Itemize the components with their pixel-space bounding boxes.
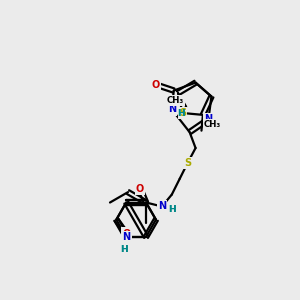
Text: H: H: [168, 205, 176, 214]
Text: CH₃: CH₃: [203, 120, 220, 129]
Text: N: N: [204, 114, 212, 124]
Text: O: O: [136, 184, 144, 194]
Text: N: N: [122, 232, 130, 242]
Text: CH₃: CH₃: [167, 96, 184, 105]
Text: O: O: [152, 80, 160, 90]
Text: N: N: [122, 232, 130, 242]
Text: N: N: [168, 104, 176, 114]
Text: O: O: [136, 184, 144, 194]
Text: H: H: [177, 109, 184, 118]
Text: H: H: [177, 109, 184, 118]
Text: S: S: [179, 108, 186, 118]
Text: H: H: [120, 245, 128, 254]
Text: O: O: [152, 80, 160, 90]
Text: N: N: [158, 202, 166, 212]
Text: N: N: [158, 202, 166, 212]
Text: CH₃: CH₃: [167, 96, 184, 105]
Text: O: O: [122, 229, 130, 238]
Text: H: H: [120, 245, 128, 254]
Text: CH₃: CH₃: [203, 120, 221, 129]
Text: N: N: [168, 104, 176, 114]
Text: O: O: [122, 229, 130, 238]
Text: S: S: [184, 158, 191, 168]
Text: S: S: [184, 158, 191, 168]
Text: H: H: [168, 205, 176, 214]
Text: N: N: [204, 114, 212, 124]
Text: S: S: [179, 108, 186, 118]
